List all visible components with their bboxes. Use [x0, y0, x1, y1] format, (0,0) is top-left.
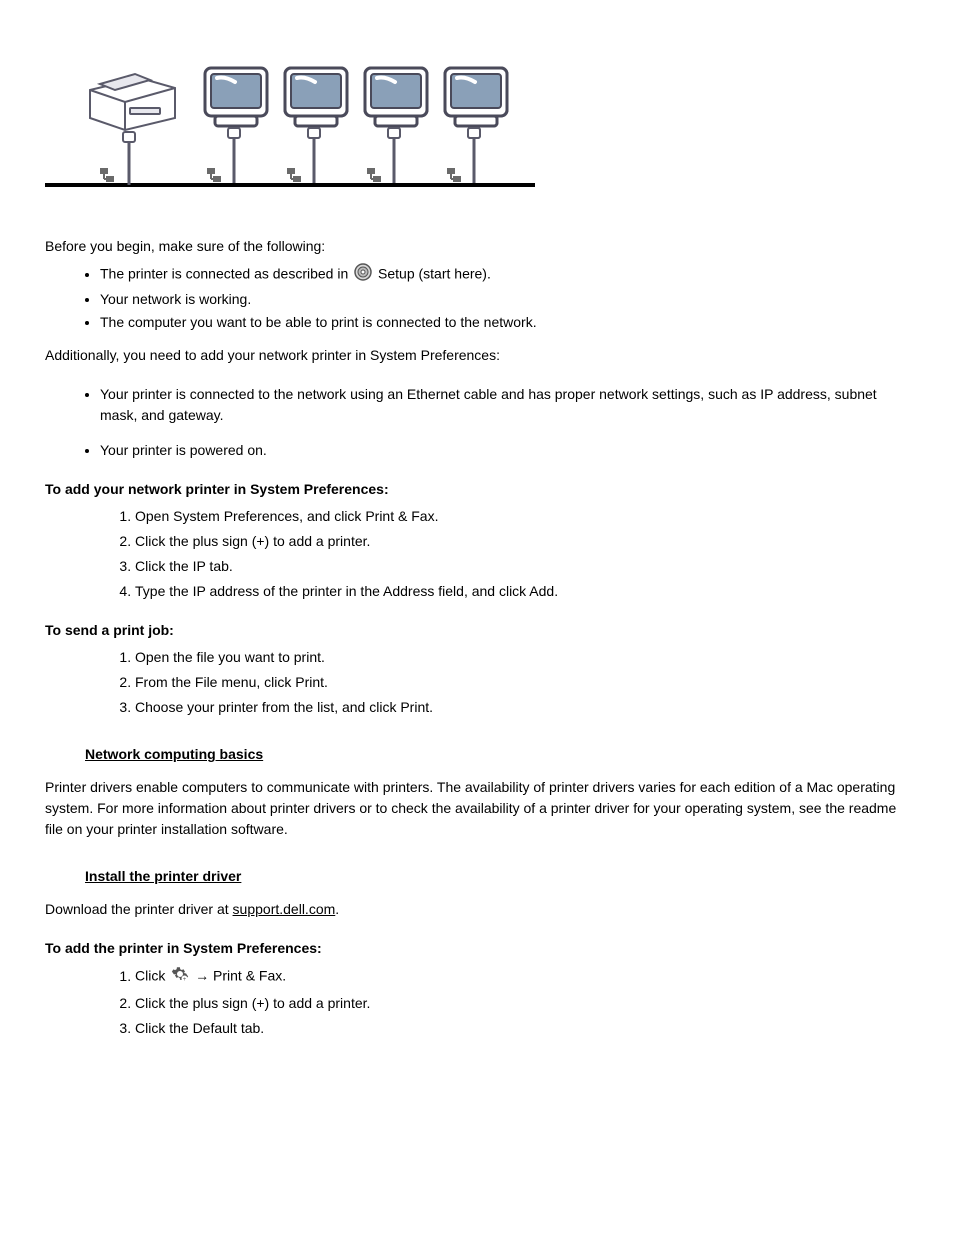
cd-icon [354, 263, 372, 287]
step-text: Click [135, 968, 169, 984]
install-driver-link[interactable]: Install the printer driver [85, 868, 241, 884]
add-in-prefs-steps: Click + → Print & Fax. Click the plus si… [45, 965, 909, 1039]
download-text: Download the printer driver at support.d… [45, 899, 909, 920]
step-item: Open the file you want to print. [135, 647, 909, 668]
add-in-prefs-heading: To add the printer in System Preferences… [45, 938, 909, 959]
before-begin-text: Before you begin, make sure of the follo… [45, 236, 909, 257]
add-network-printer-heading: To add your network printer in System Pr… [45, 479, 909, 500]
network-diagram-svg [45, 50, 535, 190]
step-item: Open System Preferences, and click Print… [135, 506, 909, 527]
list-item-text: . [487, 266, 491, 282]
driver-paragraph: Printer drivers enable computers to comm… [45, 777, 909, 840]
list-item-text: Setup (start here) [378, 266, 487, 282]
list-item: Your printer is powered on. [100, 440, 909, 461]
step-item: Click + → Print & Fax. [135, 965, 909, 989]
list-item: The printer is connected as described in… [100, 263, 909, 287]
network-diagram [45, 50, 535, 196]
prereq-list: The printer is connected as described in… [45, 263, 909, 333]
step-item: Click the Default tab. [135, 1018, 909, 1039]
network-basics-link[interactable]: Network computing basics [85, 746, 263, 762]
list-item: The computer you want to be able to prin… [100, 312, 909, 333]
additional-list: Your printer is connected to the network… [45, 384, 909, 461]
step-item: Click the IP tab. [135, 556, 909, 577]
step-item: Click the plus sign (+) to add a printer… [135, 531, 909, 552]
list-item: Your network is working. [100, 289, 909, 310]
svg-text:+: + [183, 977, 187, 983]
support-url-link[interactable]: support.dell.com [233, 901, 336, 917]
send-job-heading: To send a print job: [45, 620, 909, 641]
add-network-steps: Open System Preferences, and click Print… [45, 506, 909, 602]
send-job-steps: Open the file you want to print. From th… [45, 647, 909, 718]
additional-text: Additionally, you need to add your netwo… [45, 345, 909, 366]
step-item: Choose your printer from the list, and c… [135, 697, 909, 718]
step-item: Type the IP address of the printer in th… [135, 581, 909, 602]
list-item-text: The printer is connected as described in [100, 266, 352, 282]
download-pre: Download the printer driver at [45, 901, 233, 917]
step-item: Click the plus sign (+) to add a printer… [135, 993, 909, 1014]
gear-icon: + [171, 965, 189, 989]
list-item: Your printer is connected to the network… [100, 384, 909, 426]
step-item: From the File menu, click Print. [135, 672, 909, 693]
step-text: → Print & Fax. [195, 968, 286, 984]
